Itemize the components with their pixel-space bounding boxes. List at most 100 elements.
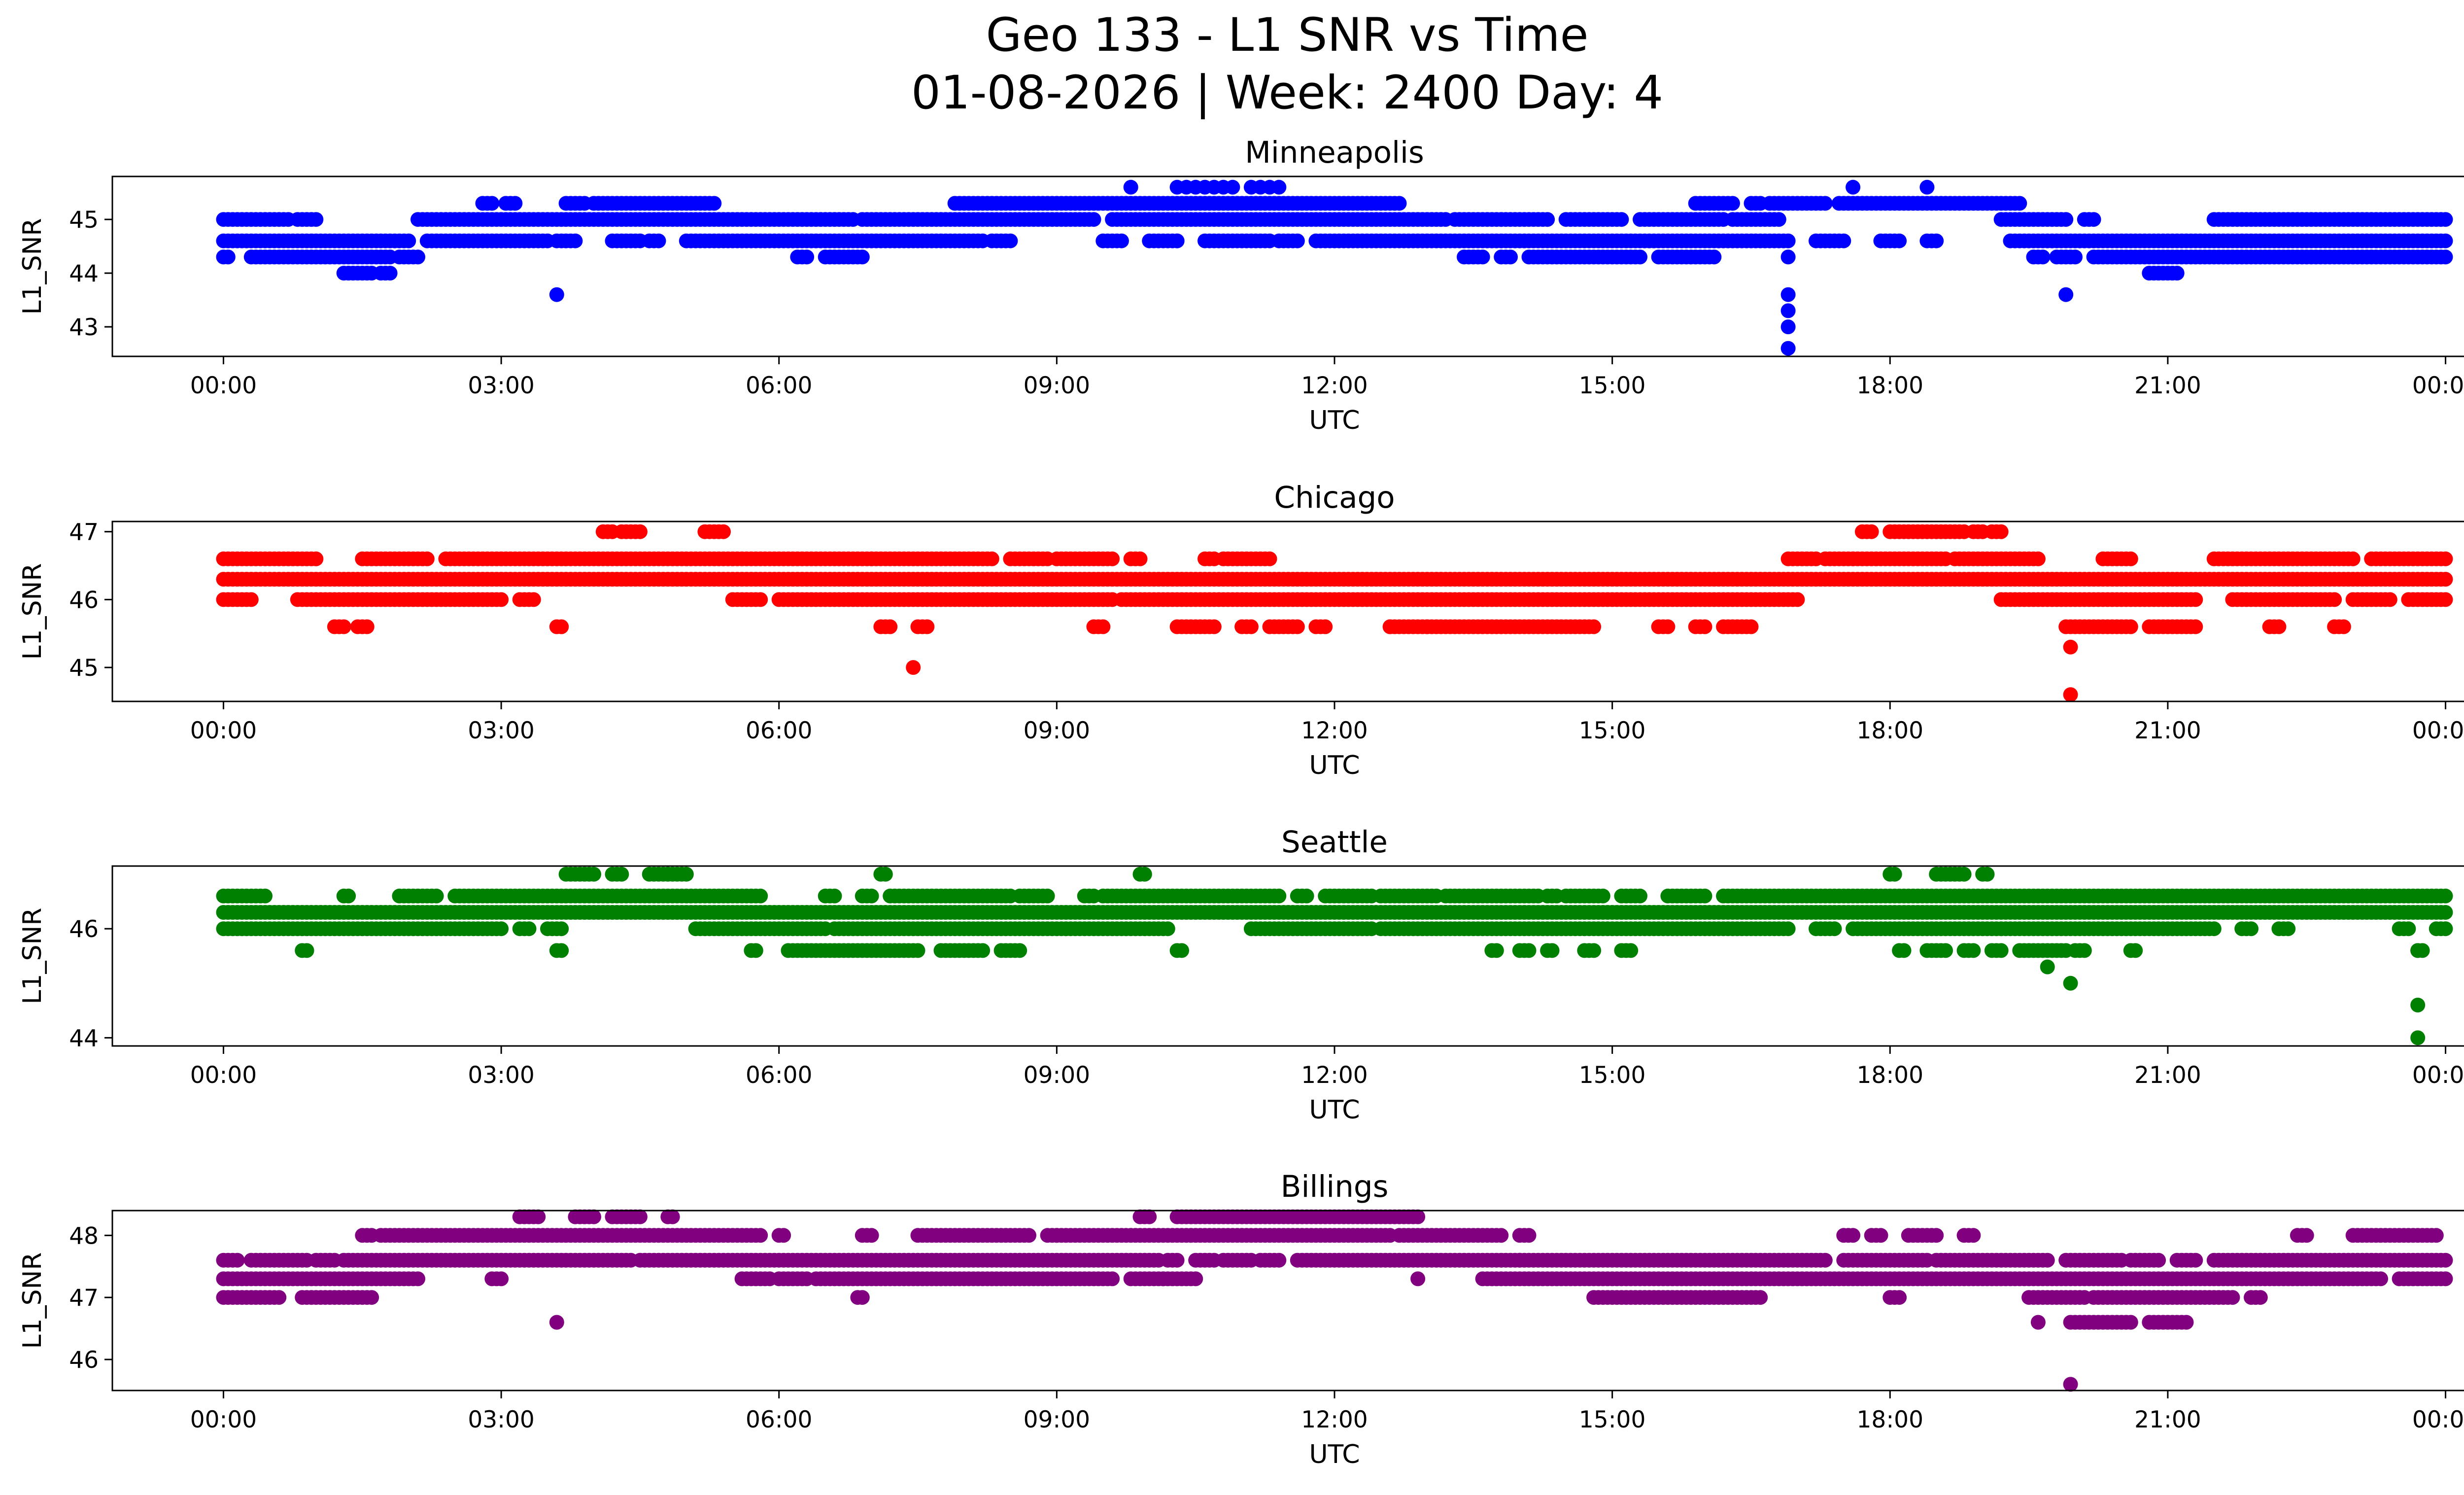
- data-point: [1780, 303, 1796, 318]
- x-tick-label: 21:00: [2134, 717, 2201, 744]
- data-point: [554, 943, 569, 958]
- data-point: [2281, 921, 2296, 937]
- scatter-points: [216, 524, 2453, 702]
- data-point: [1780, 249, 1796, 265]
- x-tick-label: 21:00: [2134, 1062, 2201, 1089]
- data-point: [1544, 943, 1560, 958]
- data-point: [1660, 619, 1676, 634]
- data-point: [1790, 592, 1805, 607]
- data-point: [2151, 1252, 2166, 1268]
- data-point: [1271, 888, 1287, 904]
- data-point: [1980, 867, 1995, 882]
- data-point: [2188, 592, 2203, 607]
- x-tick-label: 00:00: [190, 372, 257, 399]
- data-point: [1780, 233, 1796, 248]
- data-point: [1817, 196, 1833, 211]
- data-point: [554, 921, 569, 937]
- data-point: [1896, 943, 1912, 958]
- data-point: [2035, 249, 2051, 265]
- data-point: [258, 888, 273, 904]
- panel-title: Chicago: [1274, 480, 1395, 515]
- data-point: [1919, 179, 1935, 195]
- data-point: [2271, 619, 2287, 634]
- panel-title: Billings: [1281, 1169, 1389, 1204]
- data-point: [1290, 233, 1305, 248]
- data-point: [1012, 943, 1027, 958]
- x-tick-label: 00:00: [2412, 372, 2464, 399]
- data-point: [707, 196, 722, 211]
- data-point: [748, 943, 763, 958]
- data-point: [1174, 943, 1189, 958]
- data-point: [1846, 179, 1861, 195]
- data-point: [429, 888, 444, 904]
- data-point: [2086, 212, 2101, 227]
- data-point: [1780, 287, 1796, 302]
- data-point: [1022, 1228, 1036, 1243]
- data-point: [220, 249, 236, 265]
- data-point: [1697, 888, 1712, 904]
- data-point: [2438, 921, 2453, 937]
- data-point: [1489, 943, 1504, 958]
- data-point: [359, 619, 375, 634]
- data-point: [2040, 1252, 2055, 1268]
- y-tick-label: 44: [69, 1025, 99, 1052]
- data-point: [1114, 233, 1129, 248]
- data-point: [2123, 619, 2138, 634]
- data-point: [632, 524, 648, 539]
- x-tick-label: 00:00: [2412, 717, 2464, 744]
- y-axis-label: L1_SNR: [18, 563, 47, 660]
- data-point: [1271, 1252, 1287, 1268]
- x-tick-label: 12:00: [1301, 1062, 1368, 1089]
- data-point: [2063, 687, 2078, 702]
- data-point: [1780, 319, 1796, 335]
- data-point: [1993, 524, 2009, 539]
- data-point: [2373, 1271, 2388, 1286]
- data-point: [753, 592, 768, 607]
- data-point: [2336, 619, 2351, 634]
- x-tick-label: 03:00: [468, 717, 534, 744]
- data-point: [1817, 1252, 1833, 1268]
- data-point: [1595, 888, 1610, 904]
- x-tick-label: 18:00: [1857, 717, 1923, 744]
- data-point: [2410, 943, 2426, 958]
- data-point: [1780, 921, 1796, 937]
- data-point: [1929, 233, 1944, 248]
- data-point: [975, 943, 991, 958]
- data-point: [1707, 249, 1722, 265]
- y-tick-label: 46: [69, 916, 99, 943]
- data-point: [2327, 592, 2342, 607]
- scatter-points: [216, 867, 2453, 1045]
- data-point: [1633, 249, 1647, 265]
- data-point: [336, 619, 351, 634]
- data-point: [1938, 943, 1953, 958]
- x-tick-label: 09:00: [1024, 717, 1090, 744]
- data-point: [2438, 233, 2453, 248]
- data-point: [1105, 1271, 1120, 1286]
- data-point: [1540, 212, 1555, 227]
- x-tick-label: 06:00: [746, 717, 812, 744]
- data-point: [2128, 943, 2143, 958]
- data-point: [1137, 867, 1152, 882]
- data-point: [2058, 212, 2074, 227]
- data-point: [526, 592, 541, 607]
- data-point: [878, 867, 893, 882]
- figure-title-line1: Geo 133 - L1 SNR vs Time: [986, 8, 1589, 62]
- data-point: [864, 1228, 879, 1243]
- data-point: [920, 619, 935, 634]
- data-point: [382, 266, 398, 281]
- data-point: [1521, 943, 1537, 958]
- data-point: [411, 1271, 425, 1286]
- data-point: [1892, 233, 1907, 248]
- data-point: [1003, 233, 1018, 248]
- data-point: [1105, 551, 1120, 566]
- data-point: [1086, 212, 1101, 227]
- data-point: [1392, 196, 1407, 211]
- data-point: [2012, 196, 2027, 211]
- data-point: [1475, 249, 1490, 265]
- data-point: [651, 233, 666, 248]
- data-point: [1169, 1252, 1185, 1268]
- x-tick-label: 00:00: [2412, 1062, 2464, 1089]
- data-point: [1419, 619, 1435, 634]
- data-point: [419, 551, 435, 566]
